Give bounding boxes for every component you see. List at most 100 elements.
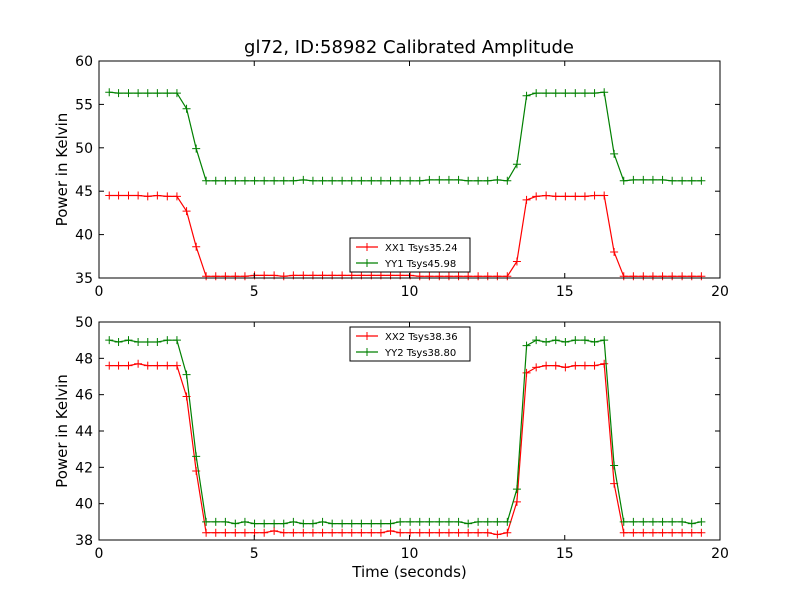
- data-point: [464, 176, 473, 185]
- data-point: [474, 176, 483, 185]
- data-point: [668, 528, 677, 537]
- data-point: [153, 337, 162, 346]
- data-point: [299, 175, 308, 184]
- data-point: [425, 528, 434, 537]
- data-point: [192, 242, 201, 251]
- data-point: [308, 176, 317, 185]
- subplot-top: 0 5 10 15 20 35 40 45 50 55 60 Power in Kelvin XX1 T…: [53, 54, 729, 300]
- data-point: [240, 176, 249, 185]
- legend-label: XX1 Tsys35.24: [385, 243, 458, 254]
- data-point: [143, 361, 152, 370]
- data-point: [172, 192, 181, 201]
- data-point: [357, 519, 366, 528]
- data-point: [503, 528, 512, 537]
- y-tick-label: 38: [75, 533, 93, 549]
- data-point: [678, 272, 687, 281]
- data-point: [124, 361, 133, 370]
- data-point: [134, 337, 143, 346]
- data-point: [105, 336, 114, 345]
- y-tick-label: 35: [75, 271, 93, 287]
- data-point: [279, 519, 288, 528]
- data-point: [231, 272, 240, 281]
- data-point: [260, 519, 269, 528]
- data-point: [240, 517, 249, 526]
- data-point: [231, 519, 240, 528]
- data-point: [571, 361, 580, 370]
- data-point: [328, 528, 337, 537]
- data-point: [143, 192, 152, 201]
- data-point: [483, 176, 492, 185]
- data-point: [551, 361, 560, 370]
- data-point: [532, 336, 541, 345]
- data-point: [561, 89, 570, 98]
- data-point: [250, 176, 259, 185]
- data-point: [221, 176, 230, 185]
- data-point: [571, 89, 580, 98]
- data-point: [221, 528, 230, 537]
- x-tick-label: 0: [95, 284, 104, 300]
- data-point: [396, 176, 405, 185]
- data-point: [289, 176, 298, 185]
- data-point: [105, 88, 114, 97]
- data-point: [114, 337, 123, 346]
- data-point: [134, 359, 143, 368]
- series-1: [105, 191, 706, 281]
- data-point: [512, 257, 521, 266]
- data-point: [396, 517, 405, 526]
- y-tick-label: 40: [75, 228, 93, 244]
- data-point: [318, 528, 327, 537]
- data-point: [619, 176, 628, 185]
- x-tick-label: 20: [711, 284, 729, 300]
- data-point: [163, 89, 172, 98]
- data-point: [435, 175, 444, 184]
- data-point: [134, 89, 143, 98]
- data-point: [522, 341, 531, 350]
- data-point: [454, 517, 463, 526]
- data-point: [250, 519, 259, 528]
- data-point: [483, 528, 492, 537]
- data-point: [134, 191, 143, 200]
- data-point: [105, 191, 114, 200]
- data-point: [338, 528, 347, 537]
- data-point: [697, 272, 706, 281]
- data-point: [610, 149, 619, 158]
- data-point: [338, 519, 347, 528]
- legend-swatch-marker: [363, 243, 371, 251]
- x-tick-label: 10: [401, 546, 419, 562]
- data-point: [512, 497, 521, 506]
- data-point: [454, 175, 463, 184]
- data-point: [474, 528, 483, 537]
- data-point: [435, 272, 444, 281]
- data-point: [425, 517, 434, 526]
- data-point: [299, 528, 308, 537]
- data-point: [386, 176, 395, 185]
- data-point: [454, 528, 463, 537]
- data-point: [639, 175, 648, 184]
- data-point: [202, 272, 211, 281]
- data-point: [678, 528, 687, 537]
- data-point: [435, 528, 444, 537]
- data-point: [483, 517, 492, 526]
- data-point: [444, 272, 453, 281]
- data-point: [629, 528, 638, 537]
- y-tick-label: 60: [75, 54, 93, 70]
- y-tick-label: 46: [75, 388, 93, 404]
- data-point: [347, 176, 356, 185]
- data-point: [260, 176, 269, 185]
- data-point: [202, 528, 211, 537]
- data-point: [425, 175, 434, 184]
- x-tick-label: 0: [95, 546, 104, 562]
- data-point: [376, 528, 385, 537]
- data-point: [124, 336, 133, 345]
- x-tick-label: 10: [401, 284, 419, 300]
- data-point: [590, 191, 599, 200]
- data-point: [163, 336, 172, 345]
- series-2: [105, 336, 706, 528]
- data-point: [493, 175, 502, 184]
- data-point: [202, 517, 211, 526]
- series-1: [105, 359, 706, 539]
- data-point: [231, 528, 240, 537]
- data-point: [619, 272, 628, 281]
- legend-label: XX2 Tsys38.36: [385, 332, 458, 343]
- data-point: [308, 519, 317, 528]
